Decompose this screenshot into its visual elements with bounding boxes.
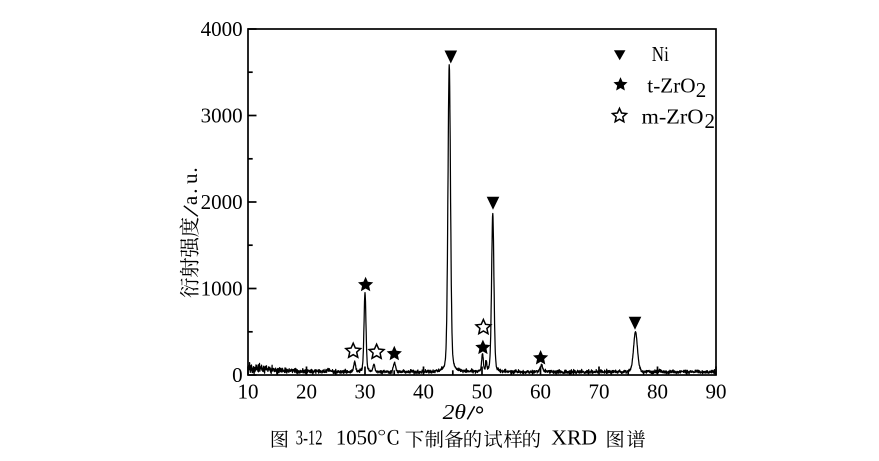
svg-text:2: 2	[696, 78, 707, 102]
svg-text:.: .	[178, 167, 202, 172]
svg-text:90: 90	[706, 379, 727, 403]
svg-text:50: 50	[472, 379, 493, 403]
svg-text:a: a	[178, 195, 202, 205]
svg-text:4000: 4000	[201, 17, 243, 41]
svg-text:70: 70	[589, 379, 610, 403]
svg-text:20: 20	[296, 379, 317, 403]
svg-text:2θ: 2θ	[443, 400, 466, 424]
svg-text:60: 60	[530, 379, 551, 403]
svg-text:40: 40	[413, 379, 434, 403]
svg-text:.: .	[178, 189, 202, 194]
svg-text:1050: 1050	[336, 426, 378, 450]
svg-text:30: 30	[355, 379, 376, 403]
svg-text:t-ZrO: t-ZrO	[647, 73, 695, 97]
svg-text:1000: 1000	[201, 277, 243, 301]
svg-text:0: 0	[232, 363, 243, 387]
svg-text:Ni: Ni	[652, 42, 669, 66]
svg-text:80: 80	[647, 379, 668, 403]
svg-text:3-12: 3-12	[296, 426, 323, 450]
svg-text:XRD: XRD	[551, 426, 597, 450]
svg-text:10: 10	[238, 379, 259, 403]
svg-text:2: 2	[705, 109, 716, 133]
svg-text:m-ZrO: m-ZrO	[642, 104, 704, 128]
svg-text:u: u	[178, 173, 202, 184]
svg-text:2000: 2000	[201, 190, 243, 214]
svg-text:3000: 3000	[201, 104, 243, 128]
